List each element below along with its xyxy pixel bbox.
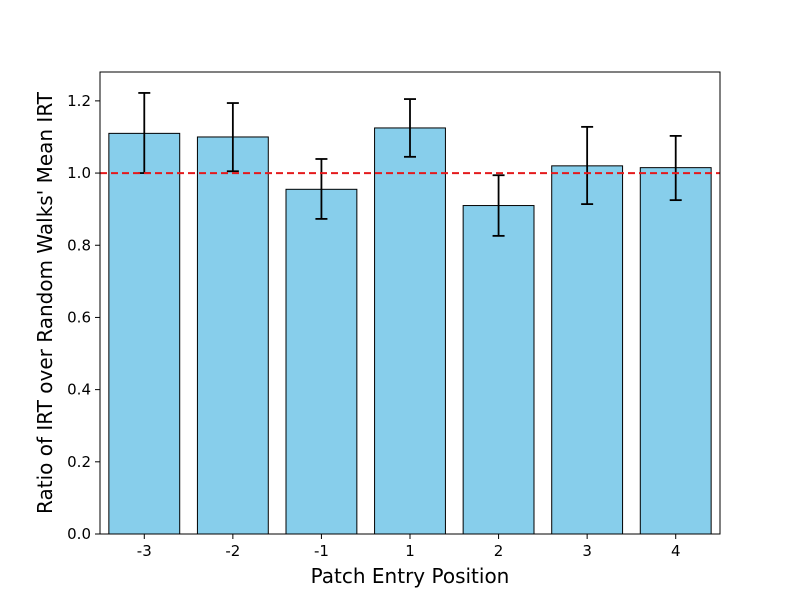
x-axis-title: Patch Entry Position bbox=[311, 564, 510, 588]
error-bar--2 bbox=[226, 102, 239, 173]
x-tick-label: 1 bbox=[405, 542, 415, 560]
bar--3 bbox=[108, 132, 181, 535]
bar--1 bbox=[285, 188, 358, 535]
x-tick-label: -3 bbox=[137, 542, 152, 560]
error-bar-3 bbox=[581, 125, 594, 206]
y-tick-label: 1.2 bbox=[67, 92, 91, 110]
x-tick-label: 3 bbox=[582, 542, 592, 560]
y-axis-title: Ratio of IRT over Random Walks' Mean IRT bbox=[33, 91, 57, 514]
y-tick-label: 0.2 bbox=[67, 453, 91, 471]
x-tick-label: -1 bbox=[314, 542, 329, 560]
y-tick-label: 0.8 bbox=[67, 236, 91, 254]
y-tick-label: 0.0 bbox=[67, 525, 91, 543]
bar-3 bbox=[551, 165, 624, 535]
bar-4 bbox=[639, 167, 712, 535]
x-tick-label: 2 bbox=[494, 542, 504, 560]
bar--2 bbox=[196, 136, 269, 535]
error-bar-4 bbox=[669, 134, 682, 202]
y-tick-label: 0.6 bbox=[67, 308, 91, 326]
x-tick-label: -2 bbox=[225, 542, 240, 560]
error-bars-layer bbox=[138, 92, 682, 237]
y-tick-label: 1.0 bbox=[67, 164, 91, 182]
bar-1 bbox=[374, 127, 446, 535]
y-axis: 0.0 0.2 0.4 0.6 0.8 1.0 1.2 bbox=[67, 92, 100, 543]
x-tick-label: 4 bbox=[671, 542, 681, 560]
error-bar-2 bbox=[492, 174, 505, 237]
error-bar-1 bbox=[404, 98, 416, 158]
bar-2 bbox=[462, 205, 535, 535]
y-tick-label: 0.4 bbox=[67, 381, 91, 399]
bars-layer bbox=[108, 127, 712, 535]
error-bar--1 bbox=[315, 158, 328, 220]
x-axis: -3 -2 -1 1 2 3 4 bbox=[137, 534, 681, 560]
